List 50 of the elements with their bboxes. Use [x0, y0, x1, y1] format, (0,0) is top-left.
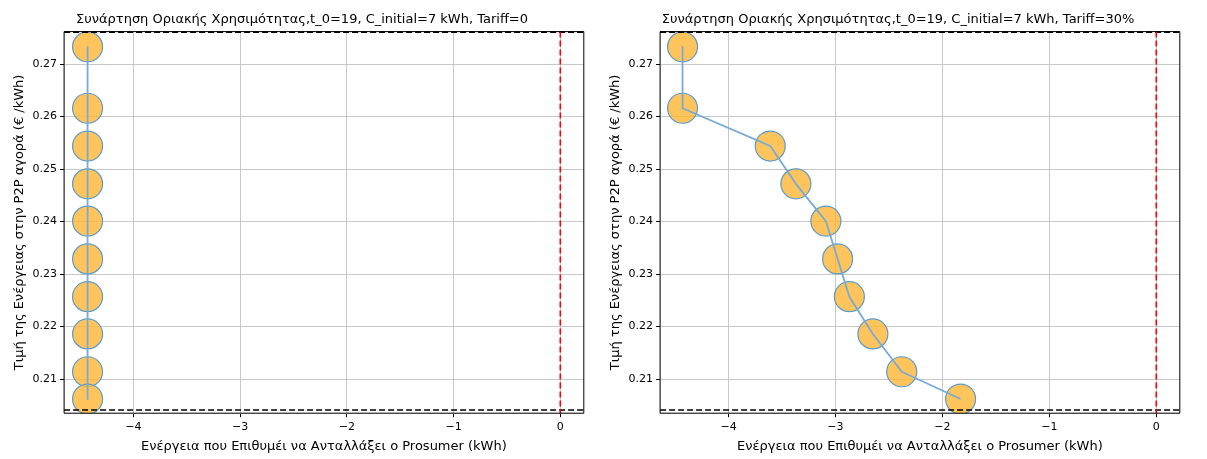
y-tick-label: 0.22 — [32, 319, 58, 333]
point — [71, 281, 104, 313]
point — [71, 383, 104, 414]
point — [666, 31, 699, 63]
x-tick-label: 0 — [1152, 419, 1160, 433]
y-tick-label: 0.26 — [628, 109, 654, 123]
point — [71, 168, 104, 200]
point — [886, 356, 918, 388]
y-axis-title: Τιμή της Ενέργειας στην P2P αγορά (€ /kWh) — [607, 74, 623, 372]
y-axis-title: Τιμή της Ενέργειας στην P2P αγορά (€ /kWh) — [11, 74, 27, 372]
x-tick-label: −1 — [1041, 419, 1058, 433]
point — [71, 92, 104, 124]
x-tick-label: −2 — [934, 419, 951, 433]
y-tick-label: 0.23 — [628, 266, 654, 280]
y-tick-label: 0.27 — [32, 57, 58, 70]
y-tick-label: 0.24 — [32, 214, 58, 228]
point — [822, 243, 854, 275]
chart-title: Συνάρτηση Οριακής Χρησιμότητας,t_0=19, C_initial=7 kWh, Tariff=30% — [661, 11, 1135, 27]
point — [666, 92, 699, 124]
chart-title: Συνάρτηση Οριακής Χρησιμότητας,t_0=19, C_initial=7 kWh, Tariff=0 — [75, 11, 529, 27]
y-tick-label: 0.22 — [628, 319, 654, 333]
x-tick-label: 0 — [556, 419, 564, 433]
y-tick-label: 0.25 — [32, 161, 58, 175]
point — [780, 168, 812, 200]
x-tick-label: −2 — [338, 419, 355, 433]
point — [71, 31, 104, 63]
y-tick-label: 0.21 — [628, 371, 654, 385]
x-tick-label: −3 — [827, 419, 844, 433]
point — [857, 318, 889, 350]
point — [944, 383, 977, 414]
x-tick-label: −4 — [125, 419, 142, 433]
x-tick-label: −1 — [445, 419, 462, 433]
y-tick-label: 0.25 — [628, 161, 654, 175]
x-tick-label: −4 — [720, 419, 737, 433]
y-tick-label: 0.26 — [32, 109, 58, 123]
point — [754, 130, 786, 162]
y-tick-label: 0.23 — [32, 266, 58, 280]
point — [71, 243, 104, 275]
point — [810, 205, 842, 237]
point — [71, 205, 104, 237]
x-axis-title: Ενέργεια που Επιθυμέι να Ανταλλάξει ο Prosumer (kWh) — [737, 437, 1103, 453]
x-tick-label: −3 — [232, 419, 249, 433]
point — [833, 281, 865, 313]
point — [71, 130, 104, 162]
y-tick-label: 0.24 — [628, 214, 654, 228]
point — [71, 356, 104, 388]
point — [71, 318, 104, 350]
y-tick-label: 0.27 — [628, 57, 654, 70]
y-tick-label: 0.21 — [32, 371, 58, 385]
x-axis-title: Ενέργεια που Επιθυμέι να Ανταλλάξει ο Prosumer (kWh) — [141, 437, 507, 453]
